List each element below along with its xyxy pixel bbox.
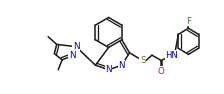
Text: N: N bbox=[73, 42, 79, 51]
Text: N: N bbox=[69, 51, 75, 60]
Text: N: N bbox=[118, 61, 125, 70]
Text: O: O bbox=[158, 67, 165, 76]
Text: S: S bbox=[140, 56, 146, 65]
Text: F: F bbox=[186, 17, 191, 26]
Text: HN: HN bbox=[165, 51, 178, 60]
Text: N: N bbox=[105, 65, 112, 74]
